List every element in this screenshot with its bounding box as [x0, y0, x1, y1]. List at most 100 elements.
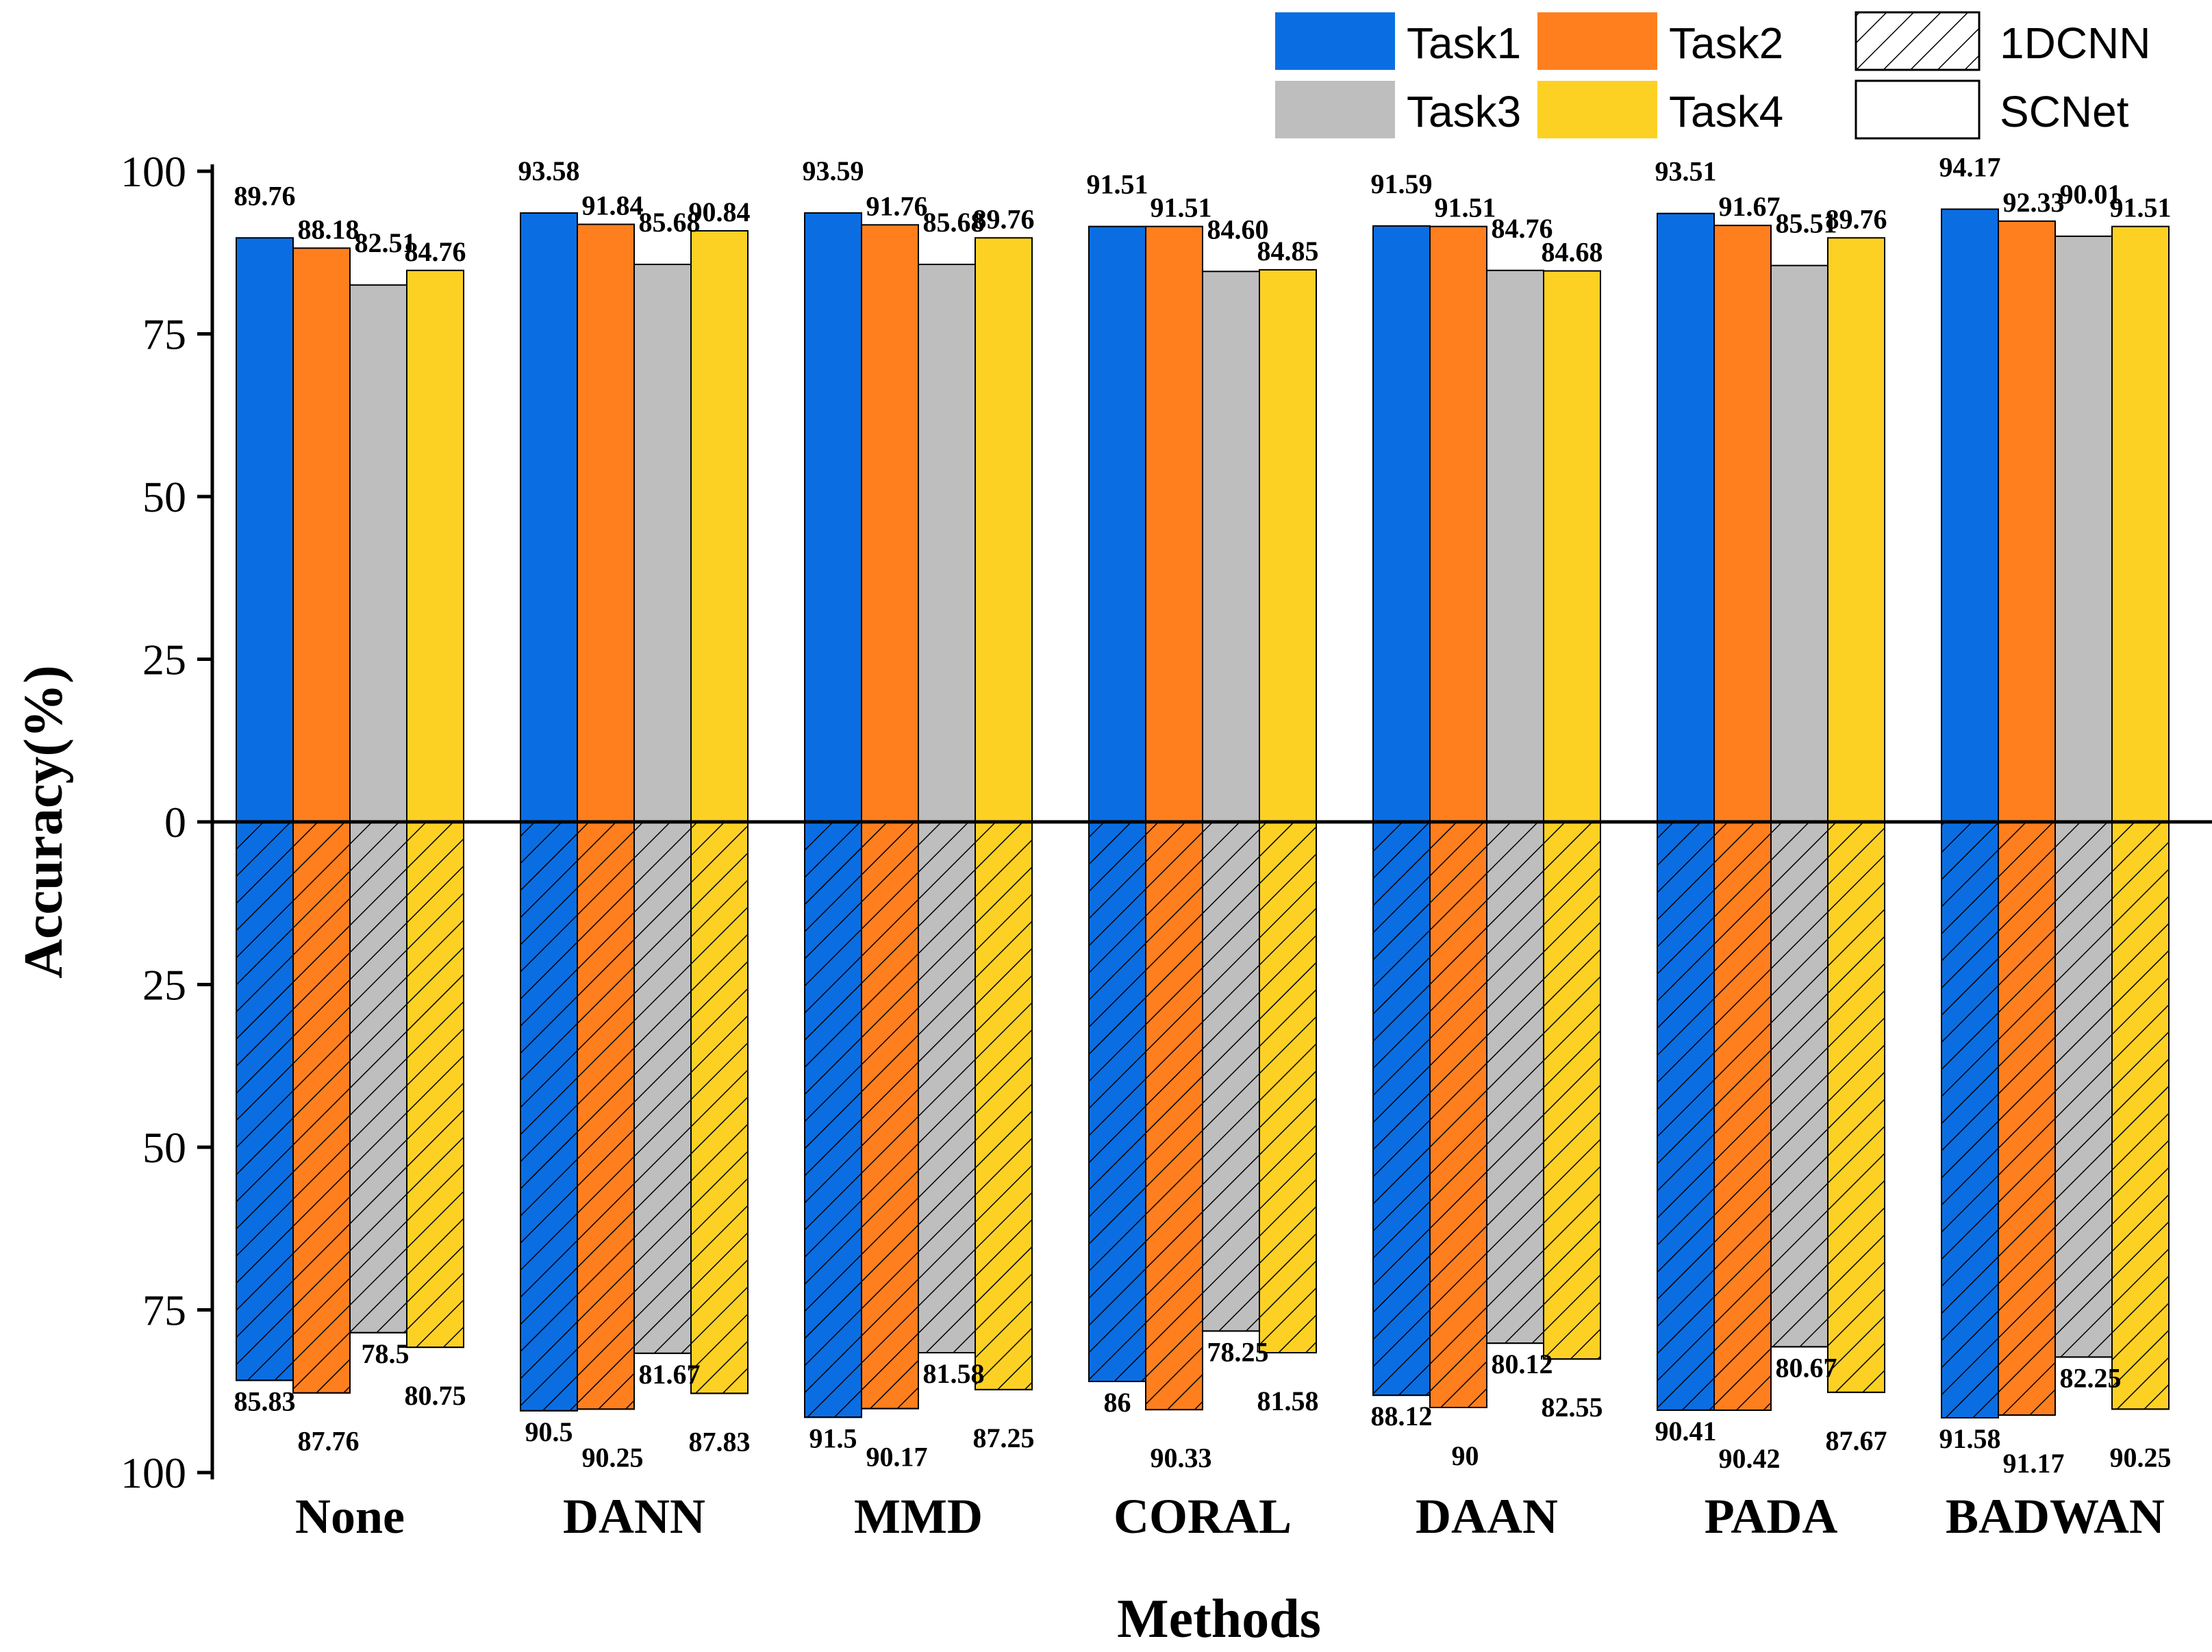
value-label-scnet-task1-pada: 93.51 — [1655, 156, 1717, 187]
bar-scnet-task2-dann — [577, 223, 635, 823]
value-label-1dcnn-task2-none: 87.76 — [298, 1426, 360, 1457]
value-label-1dcnn-task2-pada: 90.42 — [1719, 1443, 1781, 1474]
value-label-1dcnn-task1-badwan: 91.58 — [1939, 1423, 2001, 1454]
bar-hatch-1dcnn-task4-pada — [1827, 821, 1885, 1393]
bar-scnet-task2-badwan — [1998, 220, 2056, 823]
bar-hatch-1dcnn-task2-dann — [577, 821, 635, 1410]
bar-scnet-task3-badwan — [2054, 235, 2113, 823]
bar-scnet-task1-coral — [1088, 225, 1146, 823]
bar-hatch-1dcnn-task2-daan — [1429, 821, 1487, 1408]
value-label-scnet-task4-mmd: 89.76 — [973, 203, 1035, 234]
y-tick-label-8: 100 — [121, 1449, 186, 1497]
bar-hatch-1dcnn-task2-mmd — [861, 821, 919, 1410]
value-label-scnet-task3-daan: 84.76 — [1492, 213, 1553, 244]
bar-hatch-1dcnn-task2-pada — [1713, 821, 1772, 1411]
y-tick-label-3: 25 — [142, 636, 186, 684]
bar-scnet-task3-mmd — [918, 264, 976, 823]
bar-scnet-task4-none — [406, 269, 464, 823]
value-label-1dcnn-task2-badwan: 91.17 — [2003, 1448, 2065, 1479]
bar-hatch-1dcnn-task4-daan — [1543, 821, 1601, 1360]
axes-layer: 100 75 50 25 0 25 50 75 100 None DANN MMD CORAL DAAN P… — [121, 147, 2212, 1544]
x-tick-label-badwan: BADWAN — [1946, 1489, 2165, 1544]
value-label-1dcnn-task1-daan: 88.12 — [1371, 1401, 1433, 1431]
value-label-scnet-task3-coral: 84.60 — [1207, 214, 1269, 245]
bar-scnet-task3-dann — [633, 264, 692, 823]
bar-hatch-1dcnn-task4-mmd — [975, 821, 1033, 1390]
bar-scnet-task2-none — [292, 247, 351, 823]
value-label-scnet-task2-dann: 91.84 — [582, 190, 644, 221]
bar-hatch-1dcnn-task2-coral — [1145, 821, 1203, 1411]
value-label-scnet-task3-mmd: 85.68 — [923, 207, 985, 238]
value-label-1dcnn-task1-coral: 86 — [1104, 1387, 1131, 1418]
y-tick-label-6: 50 — [142, 1123, 186, 1172]
bar-hatch-1dcnn-task1-none — [236, 821, 294, 1381]
value-label-scnet-task4-coral: 84.85 — [1257, 236, 1319, 266]
value-label-1dcnn-task1-pada: 90.41 — [1655, 1416, 1717, 1447]
y-axis-title: Accuracy(%) — [14, 665, 74, 979]
bar-hatch-1dcnn-task3-dann — [633, 821, 692, 1354]
bar-hatch-1dcnn-task4-dann — [690, 821, 749, 1394]
bar-hatch-1dcnn-task4-badwan — [2111, 821, 2170, 1410]
bar-scnet-task1-pada — [1657, 212, 1715, 823]
value-label-scnet-task1-none: 89.76 — [234, 180, 296, 211]
bar-scnet-task3-coral — [1202, 271, 1260, 823]
bar-scnet-task2-coral — [1145, 225, 1203, 823]
y-tick-label-7: 75 — [142, 1286, 186, 1335]
value-label-scnet-task1-mmd: 93.59 — [803, 155, 864, 186]
value-label-1dcnn-task3-pada: 80.67 — [1776, 1352, 1837, 1383]
bars-layer — [236, 208, 2170, 1419]
value-label-1dcnn-task3-coral: 78.25 — [1207, 1336, 1269, 1367]
value-label-1dcnn-task3-dann: 81.67 — [639, 1359, 701, 1390]
legend-label-task2: Task2 — [1669, 18, 1783, 68]
bar-hatch-1dcnn-task2-badwan — [1998, 821, 2056, 1416]
bar-scnet-task4-pada — [1827, 237, 1885, 823]
bar-scnet-task3-daan — [1486, 269, 1544, 823]
x-axis-title: Methods — [1117, 1589, 1321, 1649]
bar-scnet-task1-badwan — [1941, 208, 1999, 823]
value-label-1dcnn-task4-daan: 82.55 — [1542, 1392, 1603, 1423]
bar-hatch-1dcnn-task1-mmd — [804, 821, 862, 1418]
bar-scnet-task4-dann — [690, 230, 749, 823]
value-label-1dcnn-task1-none: 85.83 — [234, 1386, 296, 1416]
y-tick-label-1: 75 — [142, 310, 186, 359]
value-label-scnet-task4-none: 84.76 — [405, 236, 466, 267]
legend-label-1dcnn: 1DCNN — [2000, 18, 2150, 68]
value-label-1dcnn-task4-none: 80.75 — [405, 1380, 466, 1411]
bar-hatch-1dcnn-task4-coral — [1259, 821, 1317, 1354]
value-label-1dcnn-task3-badwan: 82.25 — [2060, 1362, 2122, 1393]
bar-scnet-task4-daan — [1543, 270, 1601, 823]
bar-scnet-task3-none — [349, 284, 407, 823]
bar-hatch-1dcnn-task3-mmd — [918, 821, 976, 1354]
value-label-scnet-task4-daan: 84.68 — [1542, 237, 1603, 268]
bar-scnet-task4-mmd — [975, 237, 1033, 823]
bar-scnet-task1-none — [236, 237, 294, 823]
legend-swatch-task1 — [1275, 12, 1395, 70]
value-label-scnet-task2-badwan: 92.33 — [2003, 187, 2065, 218]
value-label-1dcnn-task4-coral: 81.58 — [1257, 1386, 1319, 1416]
value-label-1dcnn-task1-mmd: 91.5 — [809, 1423, 857, 1453]
value-label-scnet-task1-coral: 91.51 — [1087, 169, 1148, 200]
value-label-scnet-task4-badwan: 91.51 — [2110, 192, 2172, 223]
value-label-1dcnn-task1-dann: 90.5 — [525, 1416, 573, 1447]
value-label-scnet-task2-coral: 91.51 — [1151, 192, 1212, 223]
value-label-1dcnn-task4-pada: 87.67 — [1826, 1425, 1887, 1456]
value-label-1dcnn-task2-coral: 90.33 — [1151, 1442, 1212, 1473]
bar-scnet-task2-mmd — [861, 224, 919, 823]
value-label-scnet-task4-pada: 89.76 — [1826, 203, 1887, 234]
value-label-scnet-task2-none: 88.18 — [298, 214, 360, 245]
value-label-1dcnn-task3-none: 78.5 — [362, 1338, 410, 1369]
value-label-scnet-task1-daan: 91.59 — [1371, 168, 1433, 199]
value-label-scnet-task3-none: 82.51 — [355, 227, 416, 258]
value-label-scnet-task1-dann: 93.58 — [518, 155, 580, 186]
y-tick-label-4: 0 — [164, 798, 186, 847]
value-label-1dcnn-task2-mmd: 90.17 — [866, 1442, 928, 1473]
bar-scnet-task3-pada — [1770, 264, 1828, 823]
legend-swatch-hatch-1dcnn — [1855, 11, 1981, 71]
legend-label-task4: Task4 — [1669, 87, 1783, 136]
x-tick-label-mmd: MMD — [854, 1489, 983, 1544]
legend-label-task3: Task3 — [1407, 87, 1521, 136]
legend-label-task1: Task1 — [1407, 18, 1521, 68]
bar-scnet-task1-daan — [1372, 225, 1431, 823]
x-tick-label-none: None — [295, 1489, 405, 1544]
